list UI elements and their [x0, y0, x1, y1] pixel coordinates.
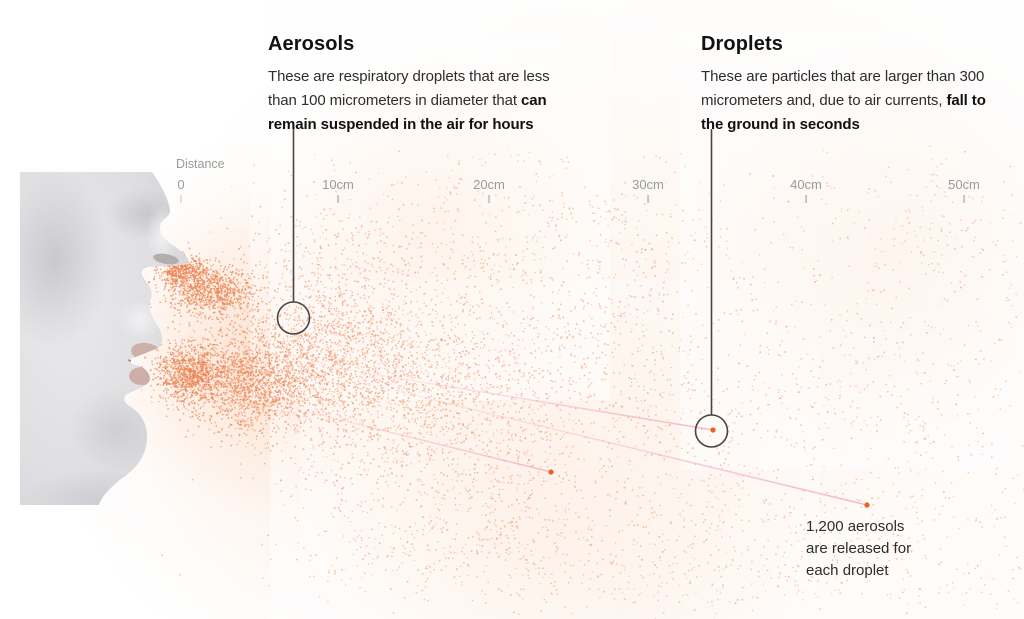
axis-tick-20cm: 20cm [473, 177, 505, 203]
axis-tick-30cm: 30cm [632, 177, 664, 203]
emphasis-text: fall to the ground in seconds [701, 92, 986, 133]
droplets-description: These are particles that are larger than… [701, 65, 997, 137]
aerosols-annotation: Aerosols These are respiratory droplets … [268, 33, 560, 137]
axis-tick-label: 10cm [322, 177, 354, 192]
axis-tick-mark [963, 195, 965, 203]
axis-tick-label: 30cm [632, 177, 664, 192]
axis-tick-40cm: 40cm [790, 177, 822, 203]
axis-tick-mark [180, 195, 182, 203]
axis-tick-mark [337, 195, 339, 203]
axis-tick-label: 20cm [473, 177, 505, 192]
axis-title: Distance [176, 157, 225, 171]
emphasis-text: can remain suspended in the air for hour… [268, 92, 547, 133]
axis-tick-label: 50cm [948, 177, 980, 192]
ratio-note-line: are released for [806, 539, 912, 557]
axis-tick-50cm: 50cm [948, 177, 980, 203]
ratio-note-line: each droplet [806, 561, 889, 579]
axis-tick-10cm: 10cm [322, 177, 354, 203]
aerosols-description: These are respiratory droplets that are … [268, 65, 560, 137]
axis-tick-mark [488, 195, 490, 203]
axis-tick-0: 0 [177, 177, 185, 203]
axis-tick-mark [647, 195, 649, 203]
ratio-note-line: 1,200 aerosols [806, 518, 905, 535]
text-segment: These are respiratory droplets that are … [268, 68, 550, 109]
droplets-annotation: Droplets These are particles that are la… [701, 33, 997, 137]
text-segment: These are particles that are larger than… [701, 68, 985, 109]
ratio-note: 1,200 aerosols are released for each dro… [806, 516, 911, 581]
axis-tick-label: 40cm [790, 177, 822, 192]
aerosols-heading: Aerosols [268, 33, 355, 55]
axis-tick-label: 0 [177, 177, 185, 192]
axis-tick-mark [805, 195, 807, 203]
droplets-heading: Droplets [701, 33, 783, 55]
